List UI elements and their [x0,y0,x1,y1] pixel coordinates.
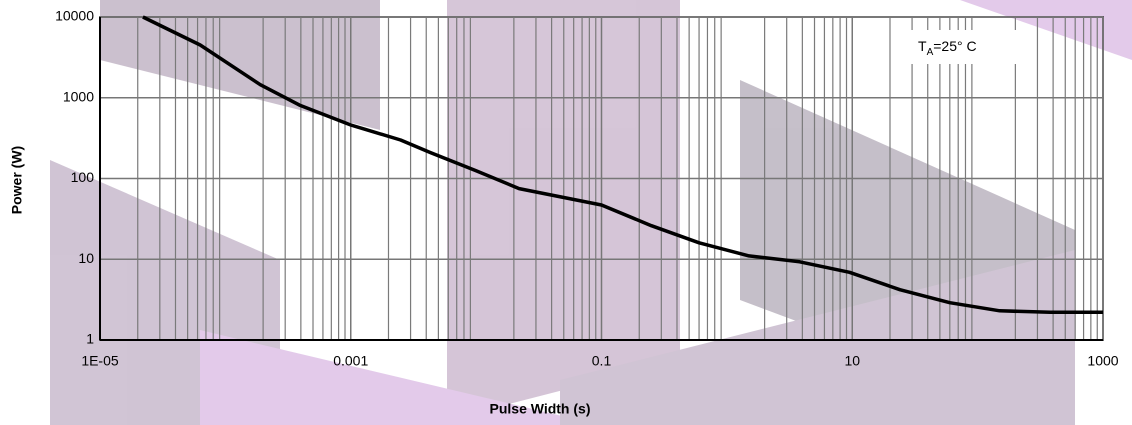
y-tick-label: 10000 [55,8,94,24]
y-tick-label: 10 [78,250,94,266]
y-axis-title: Power (W) [9,146,25,214]
x-tick-label: 1E-05 [81,353,119,369]
x-tick-label: 0.1 [592,353,612,369]
annotation-rest: =25° C [933,38,976,54]
x-tick-label: 10 [844,353,860,369]
x-tick-label: 0.001 [333,353,368,369]
y-tick-label: 1000 [63,88,94,104]
x-axis-title: Pulse Width (s) [490,401,591,417]
x-tick-label: 1000 [1087,353,1118,369]
annotation: TA=25° C [910,30,1030,64]
chart: Pulse Width (s) Power (W) TA=25° C 1E-05… [0,0,1132,425]
y-tick-label: 1 [86,331,94,347]
y-tick-label: 100 [71,169,95,185]
